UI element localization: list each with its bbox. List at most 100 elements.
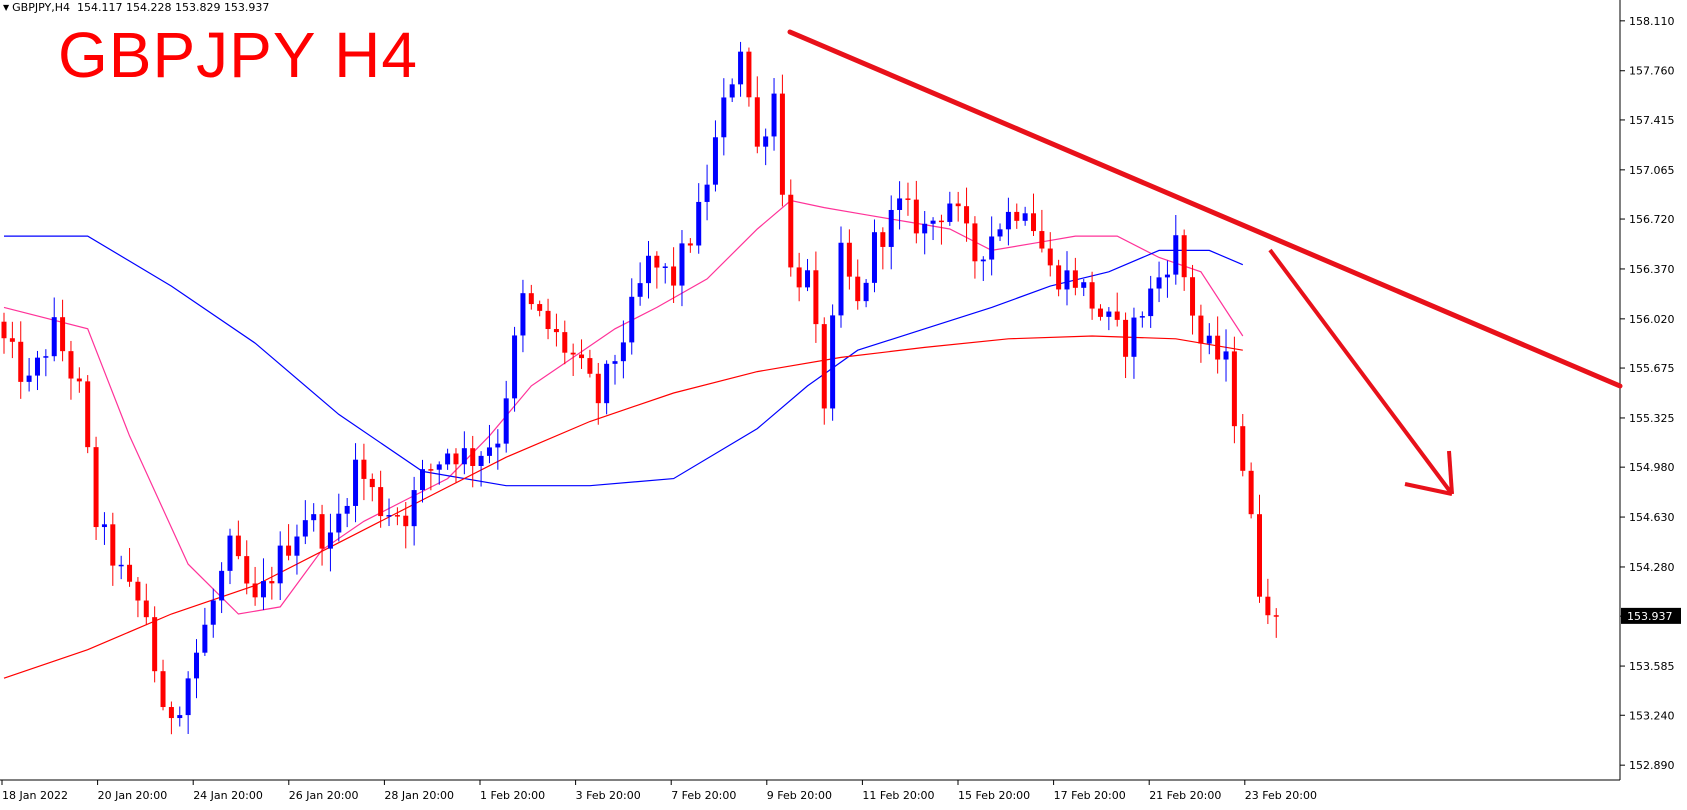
- candle-body: [955, 203, 961, 207]
- candle-body: [319, 514, 325, 549]
- candle-body: [1240, 426, 1246, 471]
- candle-body: [18, 341, 24, 382]
- candle-body: [805, 270, 811, 288]
- candle-body: [545, 310, 551, 330]
- candle-body: [353, 459, 359, 506]
- candle-body: [1014, 211, 1020, 221]
- candle-body: [9, 338, 15, 342]
- candle-body: [537, 304, 543, 311]
- candle-body: [445, 453, 451, 465]
- x-tick-label: 26 Jan 20:00: [289, 789, 359, 802]
- candle-body: [1031, 213, 1037, 232]
- candle-body: [562, 332, 568, 353]
- symbol-info: GBPJPY,H4: [12, 1, 70, 14]
- candle-body: [127, 564, 133, 582]
- candle-body: [143, 600, 149, 618]
- dropdown-triangle-icon[interactable]: ▼: [3, 3, 10, 12]
- candle-body: [871, 232, 877, 283]
- x-tick-label: 3 Feb 20:00: [576, 789, 641, 802]
- candle-body: [1164, 274, 1170, 278]
- ohlc-values: 154.117 154.228 153.829 153.937: [76, 1, 270, 14]
- candle-body: [512, 335, 518, 399]
- candle-body: [219, 570, 225, 601]
- candle-body: [905, 198, 911, 200]
- x-tick-label: 21 Feb 20:00: [1149, 789, 1221, 802]
- current-price-tag: 153.937: [1621, 607, 1681, 624]
- x-tick-label: 7 Feb 20:00: [671, 789, 736, 802]
- candle-body: [1173, 235, 1179, 275]
- candle-body: [1139, 316, 1145, 318]
- down-arrow: [1268, 248, 1454, 496]
- candle-body: [1190, 277, 1196, 316]
- candle-body: [1206, 335, 1212, 344]
- candle-body: [863, 282, 869, 302]
- candle-body: [361, 459, 367, 479]
- x-tick-label: 28 Jan 20:00: [384, 789, 454, 802]
- candle-body: [428, 469, 434, 471]
- candle-body: [311, 514, 317, 521]
- candle-body: [210, 600, 216, 625]
- y-tick-label: 152.890: [1629, 759, 1675, 772]
- candle-body: [68, 351, 74, 379]
- candle-body: [930, 220, 936, 224]
- candle-body: [1047, 248, 1053, 266]
- candle-body: [1072, 270, 1078, 288]
- candle-body: [286, 545, 292, 556]
- candle-body: [729, 84, 735, 98]
- chart-title: GBPJPY H4: [58, 19, 418, 91]
- candle-body: [327, 532, 333, 549]
- candle-body: [411, 490, 417, 527]
- candle-body: [336, 513, 342, 533]
- price-axis: 158.110 157.760 157.415 157.065 156.720 156.3…: [1619, 0, 1675, 780]
- candle-body: [235, 535, 241, 557]
- candle-body: [687, 243, 693, 246]
- candle-body: [344, 505, 350, 514]
- x-tick-label: 15 Feb 20:00: [958, 789, 1030, 802]
- y-tick-label: 155.675: [1629, 362, 1675, 375]
- candle-body: [771, 93, 777, 137]
- y-tick-label: 157.065: [1629, 164, 1675, 177]
- candle-body: [302, 520, 308, 537]
- y-tick-label: 156.370: [1629, 263, 1675, 276]
- candle-body: [712, 137, 718, 185]
- candle-body: [662, 266, 668, 268]
- candle-body: [194, 652, 200, 679]
- candle-body: [34, 357, 40, 376]
- candle-body: [26, 375, 32, 382]
- y-tick-label: 157.415: [1629, 114, 1675, 127]
- candle-body: [587, 358, 593, 374]
- candle-body: [503, 398, 509, 444]
- y-tick-label: 154.980: [1629, 461, 1675, 474]
- candle-body: [1223, 351, 1229, 360]
- candle-body: [754, 97, 760, 147]
- candle-body: [386, 515, 392, 517]
- candle-body: [168, 707, 174, 719]
- candle-body: [202, 624, 208, 653]
- candle-body: [846, 242, 852, 277]
- candle-body: [495, 443, 501, 448]
- candles: [1, 41, 1279, 735]
- candle-body: [888, 209, 894, 247]
- candle-body: [101, 524, 107, 528]
- candle-body: [486, 447, 492, 456]
- y-tick-label: 155.325: [1629, 412, 1675, 425]
- candle-body: [369, 478, 375, 488]
- candle-body: [897, 198, 903, 210]
- candle-body: [1039, 231, 1045, 249]
- candle-body: [378, 487, 384, 517]
- candle-body: [528, 293, 534, 305]
- candle-body: [938, 220, 944, 223]
- candle-body: [620, 342, 626, 362]
- candle-body: [453, 453, 459, 465]
- moving-average-line: [3, 199, 1244, 615]
- candle-body: [637, 283, 643, 297]
- candle-body: [135, 581, 141, 601]
- candle-body: [1181, 235, 1187, 278]
- candle-body: [922, 223, 928, 234]
- candle-body: [277, 545, 283, 584]
- candle-body: [1056, 265, 1062, 290]
- candle-body: [1097, 308, 1103, 317]
- y-tick-label: 153.240: [1629, 709, 1675, 722]
- candle-body: [1273, 615, 1279, 617]
